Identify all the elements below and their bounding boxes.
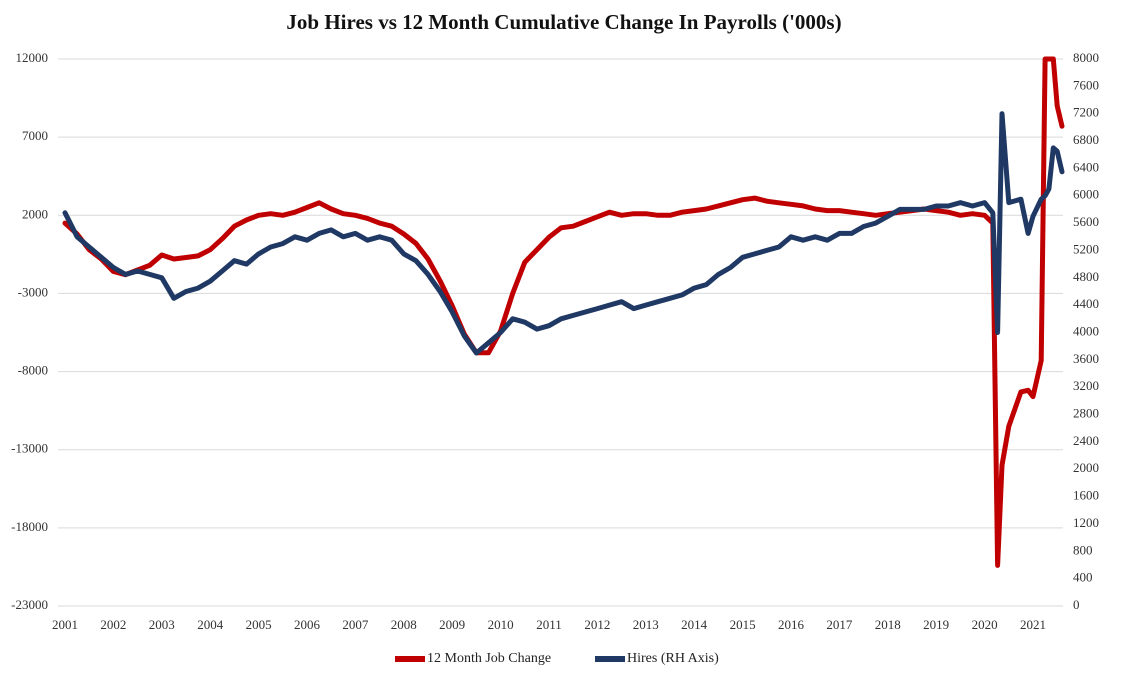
y2-tick-label: 5200 [1073, 241, 1099, 256]
y2-tick-label: 1600 [1073, 488, 1099, 503]
x-tick-label: 2020 [972, 617, 998, 632]
legend-label: Hires (RH Axis) [627, 651, 719, 666]
x-tick-label: 2018 [875, 617, 901, 632]
x-tick-label: 2002 [100, 617, 126, 632]
x-tick-label: 2010 [488, 617, 514, 632]
x-tick-label: 2012 [584, 617, 610, 632]
y2-tick-label: 6400 [1073, 159, 1099, 174]
y-tick-label: -8000 [18, 363, 48, 378]
x-tick-label: 2015 [730, 617, 756, 632]
series-line [62, 111, 1065, 356]
x-tick-label: 2003 [149, 617, 175, 632]
y2-tick-label: 6800 [1073, 132, 1099, 147]
x-tick-label: 2004 [197, 617, 224, 632]
y2-tick-label: 7200 [1073, 105, 1099, 120]
y2-tick-label: 5600 [1073, 214, 1099, 229]
y-tick-label: 12000 [16, 50, 49, 65]
y2-tick-label: 2800 [1073, 406, 1099, 421]
y-tick-label: -18000 [11, 519, 48, 534]
y-tick-label: 2000 [22, 206, 48, 221]
x-tick-label: 2013 [633, 617, 659, 632]
x-tick-label: 2009 [439, 617, 465, 632]
x-tick-label: 2021 [1020, 617, 1046, 632]
y2-tick-label: 4800 [1073, 269, 1099, 284]
x-tick-label: 2017 [826, 617, 853, 632]
y2-tick-label: 3600 [1073, 351, 1099, 366]
x-tick-label: 2007 [342, 617, 369, 632]
y2-tick-label: 400 [1073, 570, 1093, 585]
x-tick-label: 2014 [681, 617, 708, 632]
chart-title: Job Hires vs 12 Month Cumulative Change … [286, 10, 841, 34]
x-tick-label: 2016 [778, 617, 805, 632]
legend-label: 12 Month Job Change [427, 651, 551, 666]
y2-tick-label: 800 [1073, 542, 1093, 557]
y2-tick-label: 2400 [1073, 433, 1099, 448]
x-tick-label: 2008 [391, 617, 417, 632]
y2-tick-label: 6000 [1073, 187, 1099, 202]
y-tick-label: 7000 [22, 128, 48, 143]
y-tick-label: -23000 [11, 597, 48, 612]
y2-tick-label: 3200 [1073, 378, 1099, 393]
y2-tick-label: 7600 [1073, 77, 1099, 92]
y2-tick-label: 8000 [1073, 50, 1099, 65]
x-tick-label: 2001 [52, 617, 78, 632]
y2-tick-label: 0 [1073, 597, 1080, 612]
series-line [62, 56, 1065, 568]
y2-tick-label: 1200 [1073, 515, 1099, 530]
y2-tick-label: 4400 [1073, 296, 1099, 311]
x-tick-label: 2011 [536, 617, 562, 632]
y-tick-label: -13000 [11, 441, 48, 456]
x-tick-label: 2006 [294, 617, 321, 632]
x-tick-label: 2019 [923, 617, 949, 632]
legend: 12 Month Job Change Hires (RH Axis) [395, 651, 719, 666]
y-tick-label: -3000 [18, 284, 48, 299]
y2-tick-label: 4000 [1073, 323, 1099, 338]
x-tick-label: 2005 [246, 617, 272, 632]
y2-tick-label: 2000 [1073, 460, 1099, 475]
